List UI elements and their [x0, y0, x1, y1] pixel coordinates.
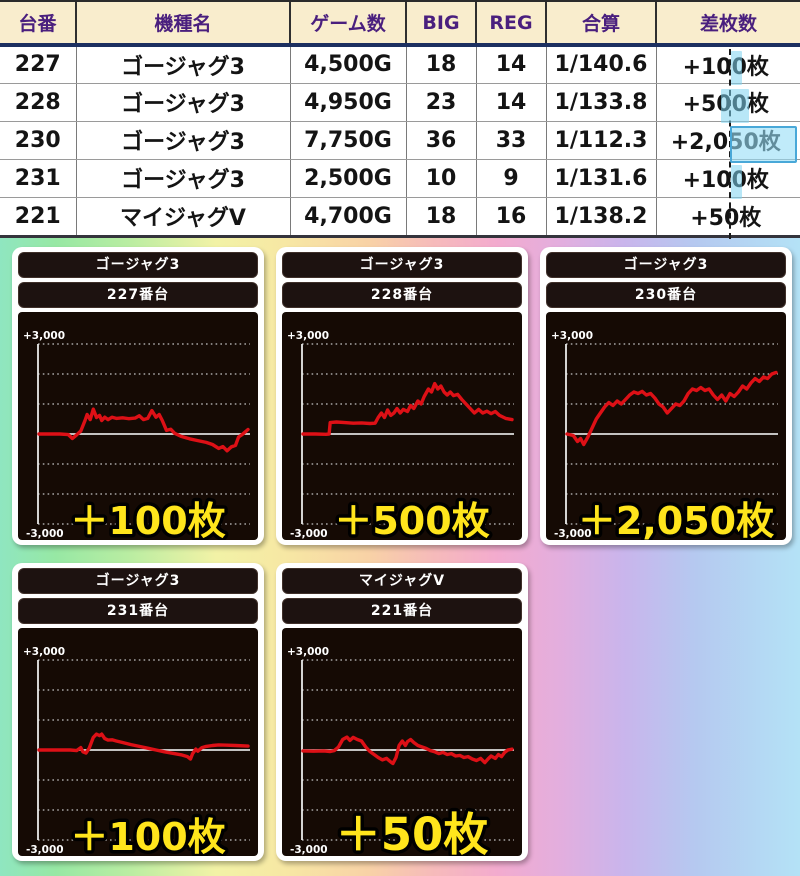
graph-card-228: ゴージャグ3 228番台 +3,000 -3,000 ＋500枚	[276, 247, 528, 545]
cell-reg[interactable]: 9	[476, 159, 547, 198]
cell-big[interactable]: 36	[406, 121, 477, 160]
cell-big[interactable]: 10	[406, 159, 477, 198]
slump-graph-box: +3,000 -3,000 ＋100枚	[18, 628, 258, 856]
cell-dai[interactable]: 227	[0, 45, 77, 84]
graph-card-221: マイジャグV 221番台 +3,000 -3,000 ＋50枚	[276, 563, 528, 861]
machine-unit-bar: 221番台	[282, 598, 522, 624]
machine-model-bar: ゴージャグ3	[282, 252, 522, 278]
diff-medal-label: ＋50枚	[336, 808, 489, 856]
machine-unit-bar: 231番台	[18, 598, 258, 624]
table-row: 221 マイジャグV 4,700G 18 16 1/138.2 +50枚	[0, 197, 800, 235]
machine-model-bar: マイジャグV	[282, 568, 522, 594]
cell-rate[interactable]: 1/112.3	[546, 121, 657, 160]
results-table-wrap: 台番 機種名 ゲーム数 BIG REG 合算 差枚数 227 ゴージャグ3 4,…	[0, 0, 800, 239]
cell-model[interactable]: ゴージャグ3	[76, 83, 291, 122]
cell-diff[interactable]: +100枚	[656, 45, 800, 84]
cell-reg[interactable]: 16	[476, 197, 547, 235]
results-table: 台番 機種名 ゲーム数 BIG REG 合算 差枚数 227 ゴージャグ3 4,…	[0, 2, 800, 235]
cell-dai[interactable]: 231	[0, 159, 77, 198]
col-header-diff[interactable]: 差枚数	[656, 2, 800, 47]
slump-graph: +3,000 -3,000＋2,050枚	[551, 330, 778, 540]
y-axis-max-label: +3,000	[23, 646, 65, 658]
diff-medal-label: ＋2,050枚	[578, 499, 774, 540]
machine-unit-bar: 227番台	[18, 282, 258, 308]
slump-graph-box: +3,000 -3,000 ＋2,050枚	[546, 312, 786, 540]
cell-rate[interactable]: 1/131.6	[546, 159, 657, 198]
diff-medal-label: ＋100枚	[70, 499, 225, 540]
col-header-dai[interactable]: 台番	[0, 2, 77, 47]
cell-big[interactable]: 23	[406, 83, 477, 122]
cell-reg[interactable]: 33	[476, 121, 547, 160]
y-axis-min-label: -3,000	[290, 528, 328, 540]
graph-card-230: ゴージャグ3 230番台 +3,000 -3,000 ＋2,050枚	[540, 247, 792, 545]
y-axis-max-label: +3,000	[287, 330, 329, 342]
graph-card-227: ゴージャグ3 227番台 +3,000 -3,000 ＋100枚	[12, 247, 264, 545]
cell-games[interactable]: 4,700G	[290, 197, 407, 235]
cell-dai[interactable]: 228	[0, 83, 77, 122]
table-row: 230 ゴージャグ3 7,750G 36 33 1/112.3 +2,050枚	[0, 121, 800, 160]
cell-diff[interactable]: +2,050枚	[656, 121, 800, 160]
slump-graph-box: +3,000 -3,000 ＋50枚	[282, 628, 522, 856]
y-axis-min-label: -3,000	[554, 528, 592, 540]
cell-games[interactable]: 4,500G	[290, 45, 407, 84]
table-row: 228 ゴージャグ3 4,950G 23 14 1/133.8 +500枚	[0, 83, 800, 122]
cell-rate[interactable]: 1/140.6	[546, 45, 657, 84]
slump-graph-box: +3,000 -3,000 ＋500枚	[282, 312, 522, 540]
machine-unit-bar: 228番台	[282, 282, 522, 308]
y-axis-min-label: -3,000	[290, 844, 328, 856]
table-header-row: 台番 機種名 ゲーム数 BIG REG 合算 差枚数	[0, 2, 800, 47]
slump-graph: +3,000 -3,000 ＋100枚	[23, 646, 250, 856]
cell-model[interactable]: ゴージャグ3	[76, 45, 291, 84]
y-axis-max-label: +3,000	[287, 646, 329, 658]
table-row: 227 ゴージャグ3 4,500G 18 14 1/140.6 +100枚	[0, 45, 800, 84]
cell-diff[interactable]: +100枚	[656, 159, 800, 198]
diff-medal-label: ＋500枚	[334, 499, 489, 540]
col-header-big[interactable]: BIG	[406, 2, 477, 47]
cell-diff[interactable]: +50枚	[656, 197, 800, 235]
cell-games[interactable]: 2,500G	[290, 159, 407, 198]
slump-graph: +3,000 -3,000 ＋50枚	[287, 646, 514, 856]
machine-unit-bar: 230番台	[546, 282, 786, 308]
cell-rate[interactable]: 1/138.2	[546, 197, 657, 235]
cell-big[interactable]: 18	[406, 197, 477, 235]
slump-graph: +3,000 -3,000 ＋100枚	[23, 330, 250, 540]
col-header-reg[interactable]: REG	[476, 2, 547, 47]
cell-reg[interactable]: 14	[476, 45, 547, 84]
machine-model-bar: ゴージャグ3	[546, 252, 786, 278]
y-axis-max-label: +3,000	[23, 330, 65, 342]
cell-diff[interactable]: +500枚	[656, 83, 800, 122]
table-row: 231 ゴージャグ3 2,500G 10 9 1/131.6 +100枚	[0, 159, 800, 198]
cell-reg[interactable]: 14	[476, 83, 547, 122]
cell-model[interactable]: ゴージャグ3	[76, 121, 291, 160]
col-header-model[interactable]: 機種名	[76, 2, 291, 47]
cell-big[interactable]: 18	[406, 45, 477, 84]
cell-games[interactable]: 4,950G	[290, 83, 407, 122]
machine-model-bar: ゴージャグ3	[18, 252, 258, 278]
cell-dai[interactable]: 230	[0, 121, 77, 160]
col-header-games[interactable]: ゲーム数	[290, 2, 407, 47]
cell-model[interactable]: マイジャグV	[76, 197, 291, 235]
cell-games[interactable]: 7,750G	[290, 121, 407, 160]
y-axis-max-label: +3,000	[551, 330, 593, 342]
cell-rate[interactable]: 1/133.8	[546, 83, 657, 122]
graph-card-231: ゴージャグ3 231番台 +3,000 -3,000 ＋100枚	[12, 563, 264, 861]
slump-graph: +3,000 -3,000 ＋500枚	[287, 330, 514, 540]
diff-medal-label: ＋100枚	[70, 815, 225, 856]
graph-board: ゴージャグ3 227番台 +3,000 -3,000 ＋100枚 ゴージャグ3 22…	[0, 238, 800, 876]
col-header-rate[interactable]: 合算	[546, 2, 657, 47]
cell-model[interactable]: ゴージャグ3	[76, 159, 291, 198]
cell-dai[interactable]: 221	[0, 197, 77, 235]
y-axis-min-label: -3,000	[26, 844, 64, 856]
y-axis-min-label: -3,000	[26, 528, 64, 540]
machine-model-bar: ゴージャグ3	[18, 568, 258, 594]
slump-graph-box: +3,000 -3,000 ＋100枚	[18, 312, 258, 540]
